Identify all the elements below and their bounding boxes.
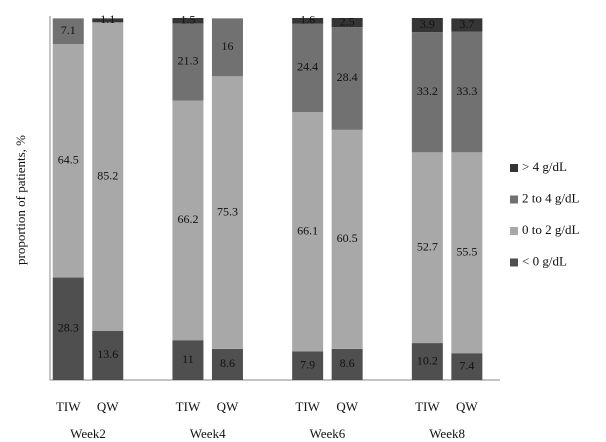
data-label: 28.3 — [58, 321, 79, 335]
legend-label: < 0 g/dL — [522, 253, 567, 268]
group-label: Week6 — [310, 426, 346, 441]
bar-segment — [211, 18, 243, 77]
bar-segment — [292, 23, 324, 113]
bar-segment — [92, 22, 124, 331]
data-label: 60.5 — [337, 231, 358, 245]
data-label: 16 — [221, 39, 233, 53]
data-label: 8.6 — [220, 356, 235, 370]
bar-segment — [331, 129, 363, 349]
x-tick-label: TIW — [415, 399, 440, 414]
legend-swatch — [510, 258, 518, 267]
data-label: 2.5 — [340, 14, 355, 28]
legend-label: 2 to 4 g/dL — [522, 190, 579, 205]
bar-segment — [172, 340, 204, 380]
bar-segment — [411, 18, 443, 33]
y-axis-label: proportion of patients, % — [13, 135, 28, 265]
x-tick-label: QW — [217, 399, 239, 414]
bar-segment — [331, 348, 363, 380]
data-label: 7.9 — [300, 357, 315, 371]
data-label: 33.2 — [417, 84, 438, 98]
legend-label: > 4 g/dL — [522, 159, 567, 174]
data-label: 3.9 — [420, 17, 435, 31]
bar-segment — [52, 44, 84, 278]
data-label: 1.1 — [100, 12, 115, 26]
legend-label: 0 to 2 g/dL — [522, 222, 579, 237]
legend-swatch — [510, 227, 518, 235]
legend-swatch — [510, 164, 518, 172]
data-label: 66.2 — [177, 212, 198, 226]
data-label: 1.5 — [180, 12, 195, 26]
group-label: Week2 — [70, 426, 106, 441]
bar-segment — [451, 152, 483, 354]
x-tick-label: TIW — [176, 399, 201, 414]
x-tick-label: QW — [456, 399, 478, 414]
bar-segment — [172, 18, 204, 24]
data-label: 7.1 — [61, 23, 76, 37]
bar-segment — [451, 31, 483, 153]
bar-segment — [52, 18, 84, 45]
bar-segment — [292, 112, 324, 352]
data-label: 7.4 — [459, 358, 474, 372]
data-label: 3.7 — [459, 17, 474, 31]
data-label: 24.4 — [297, 60, 318, 74]
data-label: 33.3 — [456, 84, 477, 98]
bar-segment — [92, 18, 124, 23]
group-label: Week4 — [190, 426, 226, 441]
data-label: 13.6 — [97, 347, 118, 361]
data-label: 64.5 — [58, 153, 79, 167]
x-tick-label: QW — [336, 399, 358, 414]
bar-segment — [211, 76, 243, 349]
legend-swatch — [510, 195, 518, 204]
data-label: 11 — [182, 352, 194, 366]
data-label: 85.2 — [97, 168, 118, 182]
bar-segment — [172, 100, 204, 341]
data-label: 75.3 — [217, 204, 238, 218]
bar-segment — [92, 330, 124, 380]
x-tick-label: TIW — [56, 399, 81, 414]
bar-segment — [451, 18, 483, 32]
data-label: 10.2 — [417, 353, 438, 367]
bar-segment — [411, 343, 443, 380]
bar-segment — [411, 152, 443, 344]
x-tick-label: QW — [97, 399, 119, 414]
data-label: 52.7 — [417, 239, 438, 253]
data-label: 1.6 — [300, 13, 315, 27]
data-label: 21.3 — [177, 54, 198, 68]
group-label: Week8 — [429, 426, 465, 441]
bar-segment — [451, 353, 483, 380]
data-label: 8.6 — [340, 356, 355, 370]
bar-segment — [331, 18, 363, 28]
data-label: 55.5 — [456, 245, 477, 259]
data-label: 28.4 — [337, 70, 358, 84]
bar-segment — [211, 348, 243, 380]
bar-segment — [411, 32, 443, 153]
data-label: 66.1 — [297, 224, 318, 238]
bar-segment — [172, 23, 204, 101]
bar-segment — [52, 277, 84, 380]
bar-segment — [331, 27, 363, 130]
bar-segment — [292, 351, 324, 380]
bar-segment — [292, 18, 324, 24]
x-tick-label: TIW — [295, 399, 320, 414]
